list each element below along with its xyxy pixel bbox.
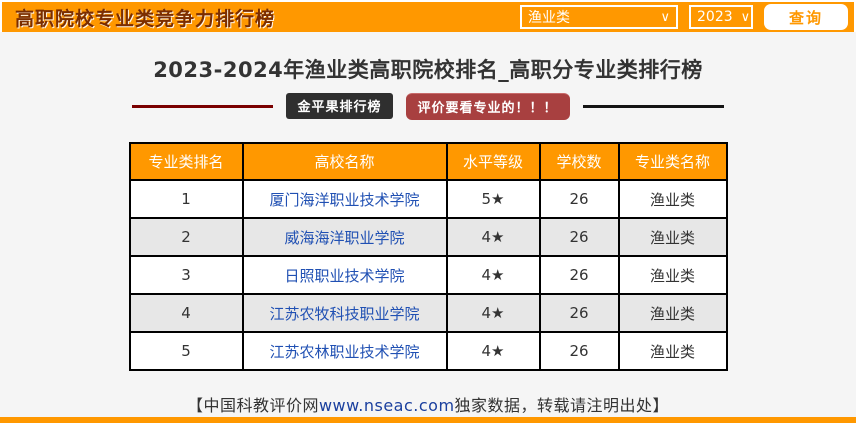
level-cell: 4★ xyxy=(445,217,541,257)
copyright-notice: 【中国科教评价网www.nseac.com独家数据，转载请注明出处】 xyxy=(187,392,669,416)
rank-cell: 2 xyxy=(128,217,244,257)
college-link[interactable]: 厦门海洋职业技术学院 xyxy=(269,190,420,209)
category-cell: 渔业类 xyxy=(617,179,728,219)
chevron-down-icon: ∨ xyxy=(740,9,751,25)
main-content: 2023-2024年渔业类高职院校排名_高职分专业类排行榜 金平果排行榜 评价要… xyxy=(0,32,856,417)
category-cell: 渔业类 xyxy=(617,255,728,295)
college-link[interactable]: 江苏农林职业技术学院 xyxy=(269,342,420,361)
table-row: 4 江苏农牧科技职业学院 4★ 26 渔业类 xyxy=(128,293,728,333)
category-select-value: 渔业类 xyxy=(528,10,570,26)
bottom-accent-strip xyxy=(0,417,856,423)
notice-prefix: 【中国科教评价网 xyxy=(186,396,319,415)
decorative-line-left xyxy=(132,104,274,108)
page-title: 2023-2024年渔业类高职院校排名_高职分专业类排行榜 xyxy=(153,58,703,82)
school-count-cell: 26 xyxy=(538,255,620,295)
badge-row: 金平果排行榜 评价要看专业的！！！ xyxy=(132,92,724,120)
query-button[interactable]: 查询 xyxy=(764,4,848,30)
school-count-cell: 26 xyxy=(538,293,620,333)
header-rank: 专业类排名 xyxy=(128,142,244,181)
header-college: 高校名称 xyxy=(241,142,448,181)
college-link[interactable]: 日照职业技术学院 xyxy=(284,266,405,285)
chevron-down-icon: ∨ xyxy=(660,9,670,25)
rank-cell: 3 xyxy=(128,255,244,295)
brand-badge: 金平果排行榜 xyxy=(286,93,393,119)
college-link[interactable]: 威海海洋职业学院 xyxy=(284,228,405,247)
app-title: 高职院校专业类竞争力排行榜 xyxy=(15,7,276,30)
year-select-value: 2023 xyxy=(697,9,733,25)
header-level: 水平等级 xyxy=(445,142,541,181)
bottom-gap xyxy=(0,423,856,426)
site-url-link[interactable]: www.nseac.com xyxy=(318,396,455,415)
top-bar: 高职院校专业类竞争力排行榜 渔业类 ∨ 2023 ∨ 查询 xyxy=(2,2,854,32)
filter-controls: 渔业类 ∨ 2023 ∨ 查询 xyxy=(520,4,848,30)
level-cell: 4★ xyxy=(445,255,541,295)
category-cell: 渔业类 xyxy=(617,217,728,257)
table-row: 1 厦门海洋职业技术学院 5★ 26 渔业类 xyxy=(128,179,728,219)
table-header-row: 专业类排名 高校名称 水平等级 学校数 专业类名称 xyxy=(128,142,728,181)
decorative-line-right xyxy=(582,104,724,108)
school-count-cell: 26 xyxy=(538,179,620,219)
table-row: 3 日照职业技术学院 4★ 26 渔业类 xyxy=(128,255,728,295)
level-cell: 5★ xyxy=(445,179,541,219)
category-select[interactable]: 渔业类 ∨ xyxy=(520,5,678,29)
level-cell: 4★ xyxy=(445,331,541,371)
ranking-table: 专业类排名 高校名称 水平等级 学校数 专业类名称 1 厦门海洋职业技术学院 5… xyxy=(128,142,728,371)
rank-cell: 1 xyxy=(128,179,244,219)
level-cell: 4★ xyxy=(445,293,541,333)
school-count-cell: 26 xyxy=(538,331,620,371)
rank-cell: 5 xyxy=(128,331,244,371)
year-select[interactable]: 2023 ∨ xyxy=(689,5,753,29)
slogan-badge: 评价要看专业的！！！ xyxy=(405,92,570,120)
notice-suffix: 独家数据，转载请注明出处】 xyxy=(454,396,670,415)
category-cell: 渔业类 xyxy=(617,331,728,371)
header-school-count: 学校数 xyxy=(538,142,620,181)
school-count-cell: 26 xyxy=(538,217,620,257)
header-category: 专业类名称 xyxy=(617,142,728,181)
rank-cell: 4 xyxy=(128,293,244,333)
table-row: 5 江苏农林职业技术学院 4★ 26 渔业类 xyxy=(128,331,728,371)
table-row: 2 威海海洋职业学院 4★ 26 渔业类 xyxy=(128,217,728,257)
category-cell: 渔业类 xyxy=(617,293,728,333)
college-link[interactable]: 江苏农牧科技职业学院 xyxy=(269,304,420,323)
